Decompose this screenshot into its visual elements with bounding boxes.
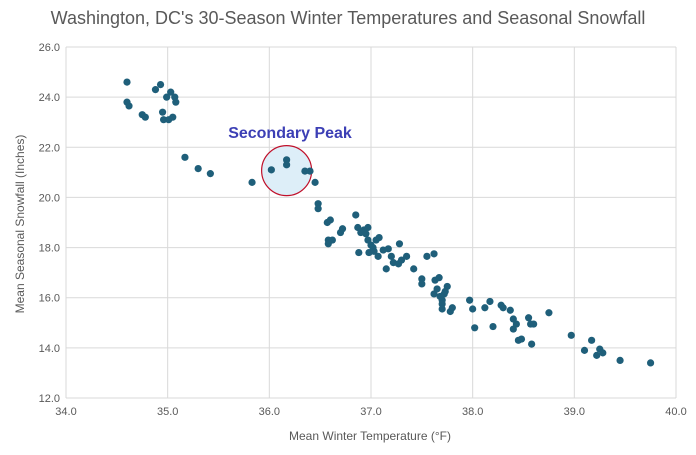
data-point — [141, 113, 149, 121]
data-point — [151, 86, 160, 94]
data-point — [169, 113, 177, 121]
x-tick-label: 36.0 — [259, 406, 280, 418]
data-point — [506, 306, 514, 314]
data-point — [443, 282, 451, 291]
x-tick-label: 40.0 — [665, 406, 686, 418]
data-point — [423, 252, 431, 260]
data-point — [355, 248, 363, 257]
y-tick-label: 12.0 — [39, 393, 60, 405]
data-point — [430, 250, 438, 258]
x-tick-label: 39.0 — [564, 406, 585, 418]
data-point — [181, 153, 189, 161]
x-tick-label: 34.0 — [55, 406, 76, 418]
data-point — [418, 280, 426, 288]
data-point — [123, 78, 131, 86]
data-point — [306, 167, 314, 175]
data-point — [588, 336, 596, 344]
data-point — [374, 252, 382, 260]
data-point — [375, 233, 383, 242]
y-tick-label: 20.0 — [39, 192, 60, 204]
y-tick-label: 14.0 — [39, 343, 60, 355]
data-point — [314, 205, 322, 213]
data-point — [469, 305, 477, 313]
data-point — [158, 108, 167, 116]
chart-title: Washington, DC's 30-Season Winter Temper… — [50, 8, 646, 28]
data-point — [567, 331, 575, 339]
data-point — [435, 274, 443, 282]
data-point — [599, 349, 607, 357]
y-axis-label: Mean Seasonal Snowfall (Inches) — [13, 135, 27, 314]
data-point — [466, 296, 474, 304]
data-point — [489, 322, 497, 331]
data-point — [163, 93, 171, 101]
data-point — [370, 247, 378, 255]
data-point — [314, 200, 322, 208]
data-point — [438, 300, 446, 308]
data-point — [512, 320, 520, 328]
data-point — [528, 340, 536, 348]
data-point — [402, 252, 411, 260]
data-point — [206, 170, 214, 178]
data-point — [328, 236, 336, 244]
data-point — [616, 356, 624, 364]
data-point — [471, 324, 479, 332]
data-point — [338, 225, 347, 233]
data-point — [481, 304, 489, 312]
data-point — [194, 164, 202, 173]
data-point — [301, 167, 309, 175]
data-point — [362, 230, 370, 238]
data-point — [160, 116, 168, 124]
y-tick-label: 22.0 — [39, 142, 60, 154]
annotation-label: Secondary Peak — [228, 125, 352, 142]
data-point — [384, 245, 392, 253]
y-tick-label: 18.0 — [39, 243, 60, 255]
data-point — [267, 166, 275, 174]
gridlines — [65, 46, 677, 399]
data-point — [438, 305, 446, 313]
data-point — [410, 265, 418, 273]
data-point — [311, 178, 319, 186]
data-point — [448, 304, 456, 312]
data-point — [283, 161, 291, 169]
tick-labels: 34.0 35.0 36.0 37.0 38.0 39.0 40.0 12.0 14.0 16.0… — [39, 42, 687, 418]
data-point — [486, 297, 494, 306]
x-axis-label: Mean Winter Temperature (°F) — [289, 429, 451, 443]
data-point — [125, 102, 133, 110]
x-tick-label: 35.0 — [157, 406, 178, 418]
data-point — [364, 223, 372, 232]
y-tick-label: 16.0 — [39, 293, 60, 305]
data-point — [580, 346, 589, 354]
data-point — [387, 252, 395, 260]
data-point — [156, 81, 165, 89]
data-point — [499, 304, 507, 312]
data-point — [517, 335, 526, 343]
y-tick-label: 24.0 — [39, 92, 60, 104]
x-tick-label: 38.0 — [462, 406, 483, 418]
data-point — [646, 359, 655, 367]
data-point — [382, 265, 390, 273]
data-point — [545, 309, 553, 317]
data-point — [524, 314, 533, 322]
data-point — [352, 211, 360, 219]
data-point — [167, 88, 175, 96]
data-point — [593, 351, 601, 359]
data-point — [395, 240, 404, 248]
data-point — [283, 156, 291, 164]
x-tick-label: 37.0 — [360, 406, 381, 418]
data-point — [433, 285, 441, 293]
data-point — [418, 275, 426, 283]
data-point — [248, 178, 256, 186]
data-points — [123, 78, 655, 367]
data-point — [530, 320, 538, 328]
y-tick-label: 26.0 — [39, 42, 60, 54]
data-point — [397, 256, 406, 264]
data-point — [326, 216, 334, 224]
data-point — [172, 98, 180, 106]
